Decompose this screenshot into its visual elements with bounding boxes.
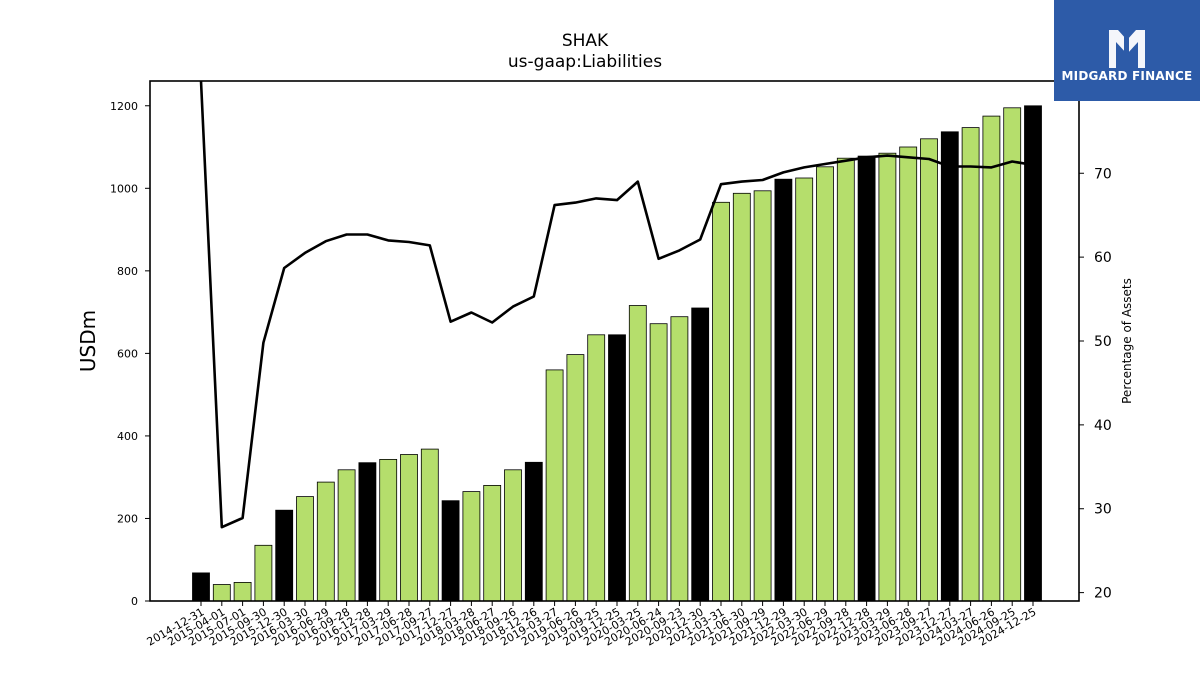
y-axis-left: 0 200 400 600 800 1000 1200 <box>110 100 150 608</box>
y-axis-right: 20 30 40 50 60 70 <box>1079 166 1112 602</box>
y2-tick-label: 50 <box>1094 334 1112 350</box>
bar-2021-03-31 <box>712 201 730 602</box>
y2-tick-label: 60 <box>1094 250 1112 266</box>
bar-2016-12-28 <box>358 462 377 602</box>
bar-2022-03-30 <box>795 177 814 602</box>
y-tick-label: 800 <box>117 265 138 278</box>
y-tick-label: 400 <box>117 430 138 443</box>
y-tick-label: 600 <box>117 347 138 360</box>
bar-2023-03-29 <box>878 152 897 602</box>
y2-axis-label: Percentage of Assets <box>1120 278 1134 404</box>
logo-text: MIDGARD FINANCE <box>1061 69 1193 83</box>
y2-tick-label: 30 <box>1094 502 1112 518</box>
bar-2017-09-27 <box>420 448 439 602</box>
chart-title: SHAK <box>561 31 609 51</box>
bar-2020-09-23 <box>670 316 689 602</box>
bar-2017-03-29 <box>379 458 398 602</box>
bar-2019-06-26 <box>566 354 585 602</box>
bar-2023-12-27 <box>940 131 959 602</box>
bar-2024-03-27 <box>961 127 980 602</box>
bar-2018-03-28 <box>462 491 481 602</box>
bar-2021-12-29 <box>774 178 793 602</box>
bar-2016-09-28 <box>337 469 356 602</box>
bars-layer <box>192 105 1042 602</box>
bar-2015-12-30 <box>275 509 294 602</box>
bar-2018-12-26 <box>524 461 543 602</box>
line-layer <box>199 80 1034 529</box>
bar-2017-06-28 <box>400 454 418 602</box>
bar-2019-09-25 <box>587 334 606 602</box>
bar-2020-12-30 <box>691 307 710 602</box>
line-percentage-of-assets <box>199 80 1034 529</box>
bar-2020-06-24 <box>649 323 668 602</box>
bar-2023-06-28 <box>899 146 918 602</box>
bar-2022-09-28 <box>836 157 855 602</box>
y-tick-label: 200 <box>117 512 138 525</box>
bar-2016-06-29 <box>316 481 335 602</box>
bar-2017-12-27 <box>441 500 460 602</box>
logo: MIDGARD FINANCE <box>1054 0 1200 101</box>
bar-2015-09-30 <box>254 544 273 602</box>
y-tick-label: 1000 <box>110 182 138 195</box>
bar-2015-04-01 <box>212 584 231 602</box>
bar-2024-12-25 <box>1024 105 1042 602</box>
y2-tick-label: 70 <box>1094 166 1112 182</box>
bar-2018-06-27 <box>483 484 502 602</box>
bar-2021-06-30 <box>732 192 751 602</box>
bar-2024-06-26 <box>982 115 1001 602</box>
midgard-logo-icon <box>1109 14 1145 68</box>
bar-2022-06-29 <box>816 166 834 602</box>
bar-2019-12-25 <box>608 334 626 602</box>
bar-2020-03-25 <box>628 305 647 602</box>
x-axis: 2014-12-312015-04-012015-07-012015-09-30… <box>145 601 1039 649</box>
bar-2022-12-28 <box>857 155 876 602</box>
chart-subtitle: us-gaap:Liabilities <box>507 52 663 72</box>
y-axis-label: USDm <box>76 310 100 372</box>
bar-2015-07-01 <box>233 582 252 602</box>
bar-2014-12-31 <box>192 572 210 602</box>
bar-2016-03-30 <box>296 496 314 602</box>
bar-2021-09-29 <box>753 190 772 602</box>
y-tick-label: 0 <box>131 595 138 608</box>
bar-2024-09-25 <box>1003 107 1022 602</box>
y-tick-label: 1200 <box>110 100 138 113</box>
y2-tick-label: 20 <box>1094 586 1112 602</box>
bar-2023-09-27 <box>920 138 938 602</box>
bar-2019-03-27 <box>545 369 564 602</box>
y2-tick-label: 40 <box>1094 418 1112 434</box>
bar-2018-09-26 <box>504 469 522 602</box>
